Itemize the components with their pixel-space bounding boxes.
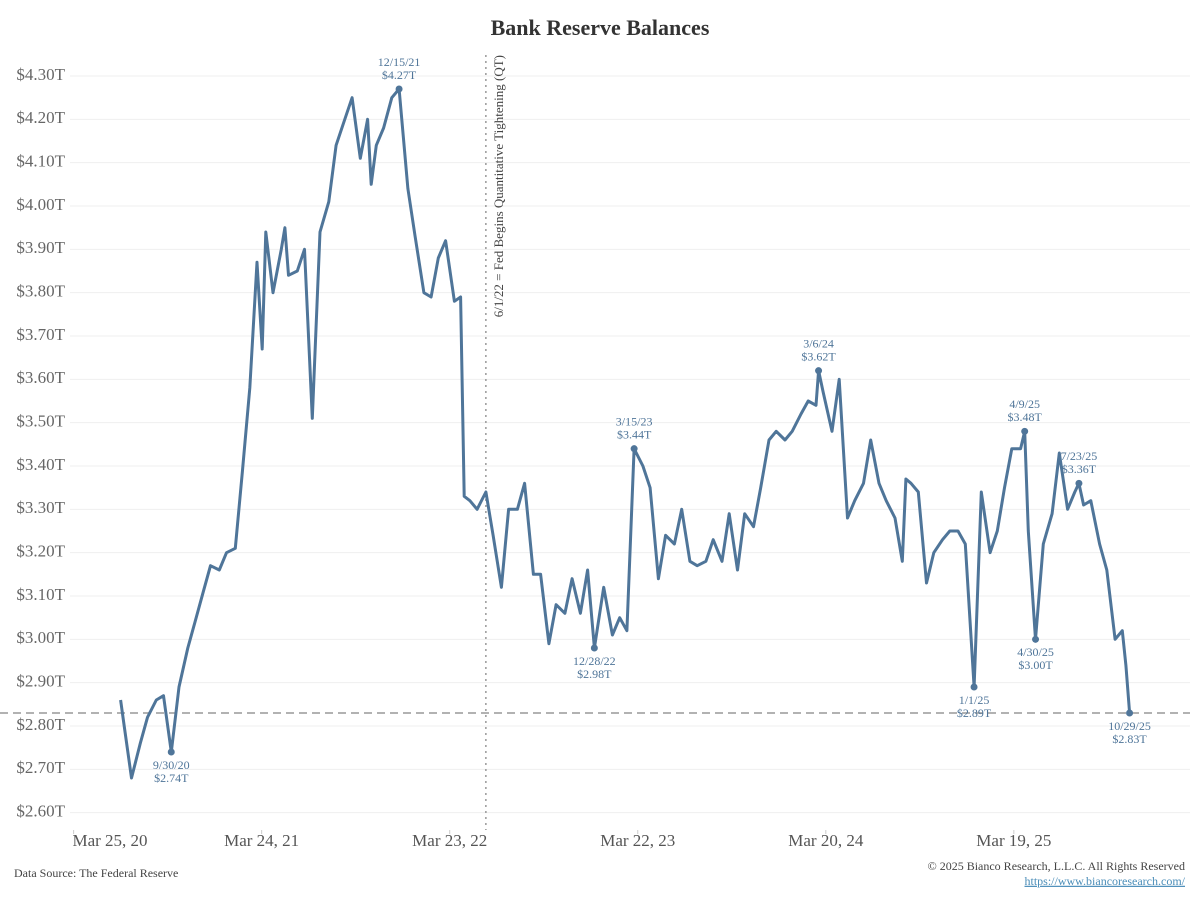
annotation-value: $2.98T	[577, 667, 612, 681]
source-note: Data Source: The Federal Reserve	[14, 866, 178, 880]
annotation-value: $2.74T	[154, 771, 189, 785]
annotation-value: $3.44T	[617, 427, 652, 441]
annotation-date: 3/6/24	[803, 336, 834, 350]
annotated-point	[1126, 709, 1134, 717]
annotation-date: 1/1/25	[959, 693, 990, 707]
y-tick-label: $3.60T	[16, 368, 65, 387]
annotation-date: 3/15/23	[616, 414, 653, 428]
annotation-value: $2.83T	[1112, 732, 1147, 746]
y-tick-label: $4.20T	[16, 108, 65, 127]
event-label: 6/1/22 = Fed Begins Quantitative Tighten…	[491, 55, 506, 317]
annotation-date: 9/30/20	[153, 758, 190, 772]
y-tick-label: $2.90T	[16, 672, 65, 691]
y-tick-label: $4.30T	[16, 65, 65, 84]
annotation-value: $4.27T	[382, 68, 417, 82]
x-tick-label: Mar 22, 23	[600, 831, 675, 850]
y-tick-label: $2.60T	[16, 802, 65, 821]
y-tick-label: $3.50T	[16, 412, 65, 431]
annotation-value: $3.00T	[1018, 658, 1053, 672]
annotated-point	[167, 748, 175, 756]
website-link[interactable]: https://www.biancoresearch.com/	[1024, 874, 1185, 888]
x-tick-label: Mar 25, 20	[72, 831, 147, 850]
y-tick-label: $2.70T	[16, 758, 65, 777]
x-tick-label: Mar 23, 22	[412, 831, 487, 850]
annotated-point	[1032, 635, 1040, 643]
annotation-value: $3.62T	[801, 349, 836, 363]
y-tick-label: $3.90T	[16, 238, 65, 257]
annotation-date: 4/9/25	[1009, 397, 1040, 411]
y-tick-label: $3.30T	[16, 498, 65, 517]
annotated-point	[630, 445, 638, 453]
chart-title: Bank Reserve Balances	[491, 15, 710, 40]
y-tick-label: $3.70T	[16, 325, 65, 344]
annotated-point	[970, 683, 978, 691]
annotated-point	[815, 367, 823, 375]
y-tick-label: $3.00T	[16, 628, 65, 647]
x-tick-label: Mar 20, 24	[788, 831, 864, 850]
y-tick-label: $4.10T	[16, 152, 65, 171]
annotated-point	[590, 644, 598, 652]
annotation-date: 4/30/25	[1017, 645, 1054, 659]
y-tick-label: $3.20T	[16, 542, 65, 561]
y-tick-label: $3.40T	[16, 455, 65, 474]
y-tick-label: $2.80T	[16, 715, 65, 734]
annotation-value: $3.36T	[1062, 462, 1097, 476]
y-tick-label: $3.10T	[16, 585, 65, 604]
annotation-date: 12/15/21	[378, 55, 421, 69]
y-tick-label: $3.80T	[16, 282, 65, 301]
annotated-point	[1021, 427, 1029, 435]
annotation-value: $3.48T	[1008, 410, 1043, 424]
annotation-date: 12/28/22	[573, 654, 616, 668]
x-tick-label: Mar 19, 25	[976, 831, 1051, 850]
annotated-point	[1075, 479, 1083, 487]
y-tick-label: $4.00T	[16, 195, 65, 214]
copyright: © 2025 Bianco Research, L.L.C. All Right…	[928, 859, 1185, 873]
annotation-value: $2.89T	[957, 706, 992, 720]
annotated-point	[395, 85, 403, 93]
annotation-date: 10/29/25	[1108, 719, 1151, 733]
x-tick-label: Mar 24, 21	[224, 831, 299, 850]
annotation-date: 7/23/25	[1061, 449, 1098, 463]
